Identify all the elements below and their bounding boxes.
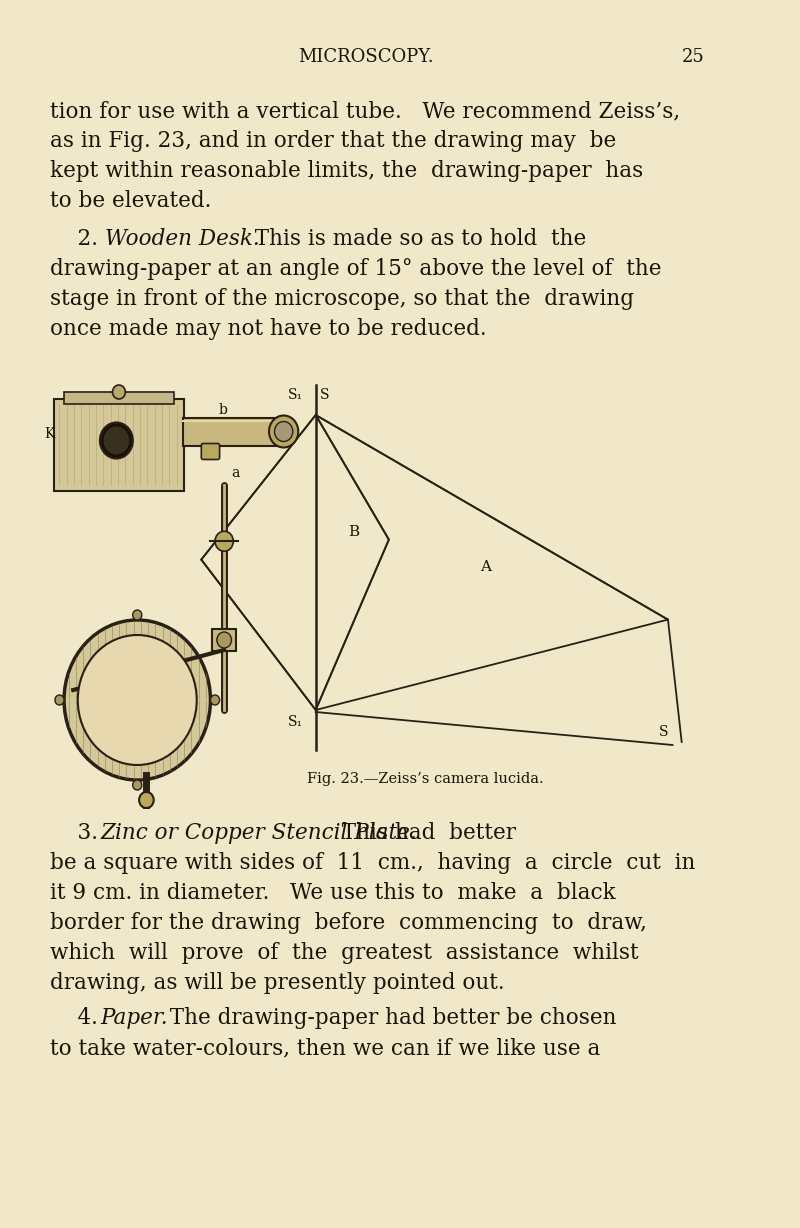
Text: border for the drawing  before  commencing  to  draw,: border for the drawing before commencing… [50, 912, 647, 935]
Text: tion for use with a vertical tube.   We recommend Zeiss’s,: tion for use with a vertical tube. We re… [50, 99, 681, 122]
Text: which  will  prove  of  the  greatest  assistance  whilst: which will prove of the greatest assista… [50, 942, 639, 964]
Circle shape [113, 386, 126, 399]
Text: a: a [231, 465, 240, 479]
FancyBboxPatch shape [202, 443, 219, 459]
Text: to take water-colours, then we can if we like use a: to take water-colours, then we can if we… [50, 1036, 601, 1059]
Text: as in Fig. 23, and in order that the drawing may  be: as in Fig. 23, and in order that the dra… [50, 130, 617, 152]
Text: Wooden Desk.: Wooden Desk. [106, 228, 260, 251]
Text: This had  better: This had better [327, 822, 515, 844]
Circle shape [210, 695, 219, 705]
Text: b: b [218, 403, 227, 416]
Text: MICROSCOPY.: MICROSCOPY. [298, 48, 434, 66]
Circle shape [100, 422, 133, 458]
Circle shape [66, 623, 209, 779]
Text: be a square with sides of  11  cm.,  having  a  circle  cut  in: be a square with sides of 11 cm., having… [50, 852, 696, 874]
Text: drawing-paper at an angle of 15° above the level of  the: drawing-paper at an angle of 15° above t… [50, 258, 662, 280]
Circle shape [217, 632, 231, 648]
Text: A: A [480, 560, 491, 573]
Circle shape [139, 792, 154, 808]
Bar [0, 379, 732, 760]
Bar [64, 392, 174, 404]
Text: This is made so as to hold  the: This is made so as to hold the [241, 228, 586, 251]
Text: B: B [348, 524, 359, 539]
Bar [183, 418, 284, 446]
Text: 25: 25 [682, 48, 705, 66]
Text: S: S [659, 725, 668, 739]
FancyBboxPatch shape [54, 399, 184, 491]
Text: it 9 cm. in diameter.   We use this to  make  a  black: it 9 cm. in diameter. We use this to mak… [50, 882, 616, 904]
Text: 2.: 2. [50, 228, 106, 251]
Text: The drawing-paper had better be chosen: The drawing-paper had better be chosen [155, 1007, 616, 1029]
Circle shape [269, 415, 298, 447]
Text: stage in front of the microscope, so that the  drawing: stage in front of the microscope, so tha… [50, 289, 634, 309]
Text: S₁: S₁ [288, 388, 303, 402]
Circle shape [133, 780, 142, 790]
FancyBboxPatch shape [212, 629, 236, 651]
Text: kept within reasonable limits, the  drawing-paper  has: kept within reasonable limits, the drawi… [50, 160, 643, 182]
Text: S₁: S₁ [288, 715, 303, 729]
Circle shape [103, 426, 129, 454]
Circle shape [78, 635, 197, 765]
Circle shape [274, 421, 293, 442]
Text: Fig. 23.—Zeiss’s camera lucida.: Fig. 23.—Zeiss’s camera lucida. [307, 772, 544, 786]
Text: once made may not have to be reduced.: once made may not have to be reduced. [50, 318, 487, 340]
Circle shape [215, 532, 234, 551]
Text: Paper.: Paper. [101, 1007, 168, 1029]
Text: S: S [320, 388, 330, 402]
Text: Zinc or Copper Stencil Plate.: Zinc or Copper Stencil Plate. [101, 822, 418, 844]
Circle shape [133, 610, 142, 620]
Circle shape [55, 695, 64, 705]
Text: to be elevated.: to be elevated. [50, 190, 212, 212]
Text: 4.: 4. [50, 1007, 105, 1029]
Text: drawing, as will be presently pointed out.: drawing, as will be presently pointed ou… [50, 973, 505, 993]
Text: 3.: 3. [50, 822, 106, 844]
Text: K: K [44, 427, 54, 441]
